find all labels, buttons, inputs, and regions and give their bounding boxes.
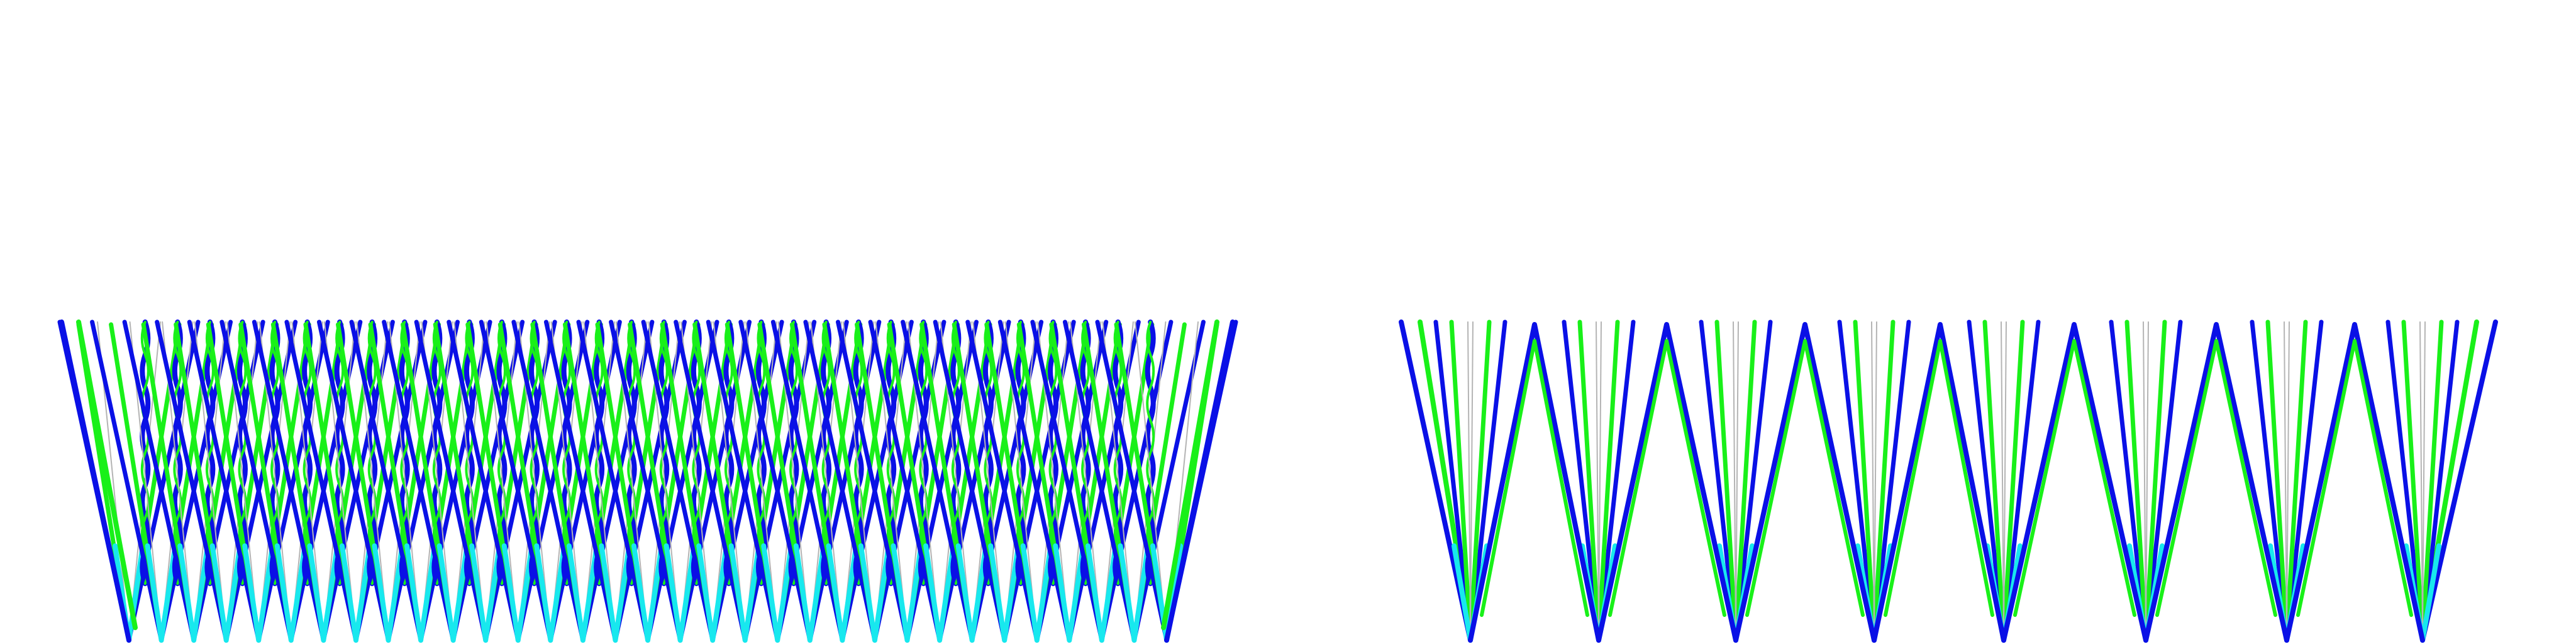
cyan-spike-tip xyxy=(599,543,632,643)
dense-spike-pattern xyxy=(57,319,1238,643)
blue-spike-stroke xyxy=(1433,319,1473,643)
cyan-spike-tip xyxy=(242,543,275,643)
blue-peak-stroke xyxy=(1733,322,1877,643)
blue-peak-stroke xyxy=(1872,322,2006,643)
cyan-spike-tip xyxy=(1085,543,1118,643)
cyan-spike-tip xyxy=(566,543,599,643)
green-spike-stroke xyxy=(1733,319,1757,643)
blue-spike-stroke xyxy=(1967,319,2006,643)
cyan-spike-tip xyxy=(826,543,859,643)
green-spike-stroke xyxy=(1853,319,1877,643)
cyan-spike-tip xyxy=(663,543,697,643)
green-peak-stroke xyxy=(2155,339,2277,617)
blue-peak-stroke xyxy=(1596,322,1738,643)
blue-spike-stroke xyxy=(2250,319,2289,643)
cyan-spike-tip xyxy=(534,543,567,643)
right-edge-blue xyxy=(1164,319,1235,643)
cyan-spike-tip xyxy=(339,543,372,643)
green-spike-stroke xyxy=(1468,319,1492,643)
green-wave-stroke xyxy=(1146,321,1155,585)
cyan-spike-tip xyxy=(1118,543,1151,643)
blue-spike-stroke xyxy=(2284,319,2324,643)
green-peak-stroke xyxy=(1480,339,1589,617)
green-spike-stroke xyxy=(1714,319,1738,643)
green-spike-stroke xyxy=(2420,319,2444,643)
green-spike-stroke xyxy=(2284,319,2308,643)
cyan-spike-tip xyxy=(728,543,762,643)
green-spike-stroke xyxy=(1982,319,2006,643)
green-spike-stroke xyxy=(2001,319,2025,643)
cyan-spike-tip xyxy=(469,543,502,643)
cyan-spike-tip xyxy=(631,543,664,643)
green-peak-stroke xyxy=(1745,339,1865,617)
green-spike-stroke xyxy=(2265,319,2289,643)
cyan-spike-tip xyxy=(1020,543,1053,643)
blue-spike-stroke xyxy=(2109,319,2148,643)
right-edge-green xyxy=(1161,319,1219,630)
blue-spike-stroke xyxy=(2420,319,2460,643)
cyan-spike-tip xyxy=(696,543,730,643)
blue-spike-stroke xyxy=(1872,319,1911,643)
sparse-spike-pattern xyxy=(1399,319,2498,643)
blue-peak-stroke xyxy=(1468,322,1601,643)
cyan-spike-tip xyxy=(307,543,340,643)
green-spike-stroke xyxy=(2143,319,2167,643)
cyan-spike-tip xyxy=(955,543,989,643)
cyan-spike-tip xyxy=(209,543,243,643)
cyan-spike-tip xyxy=(145,543,178,643)
blue-spike-stroke xyxy=(2001,319,2041,643)
blue-peak-stroke xyxy=(2001,322,2148,643)
left-edge-green xyxy=(76,319,138,630)
cyan-spike-tip xyxy=(988,543,1021,643)
cyan-spike-tip xyxy=(793,543,826,643)
cyan-spike-tip xyxy=(858,543,891,643)
cyan-spike-tip xyxy=(891,543,924,643)
blue-spike-stroke xyxy=(1596,319,1636,643)
cyan-spike-tip xyxy=(1053,543,1086,643)
blue-peak-stroke xyxy=(2284,322,2425,643)
blue-spike-stroke xyxy=(2385,319,2425,643)
cyan-spike-tip xyxy=(372,543,405,643)
blue-spike-stroke xyxy=(1699,319,1738,643)
blue-spike-stroke xyxy=(2143,319,2183,643)
green-peak-stroke xyxy=(1608,339,1726,617)
green-spike-stroke xyxy=(2124,319,2148,643)
cyan-spike-tip xyxy=(923,543,957,643)
cyan-spike-tip xyxy=(436,543,470,643)
cyan-spike-tip xyxy=(177,543,211,643)
blue-peak-stroke xyxy=(2143,322,2289,643)
green-spike-stroke xyxy=(2401,319,2425,643)
green-peak-stroke xyxy=(2013,339,2136,617)
cyan-spike-tip xyxy=(501,543,535,643)
blue-spike-stroke xyxy=(1468,319,1507,643)
green-spike-stroke xyxy=(1577,319,1601,643)
blue-spike-stroke xyxy=(1562,319,1601,643)
blue-spike-stroke xyxy=(1837,319,1877,643)
cyan-spike-tip xyxy=(761,543,794,643)
green-spike-stroke xyxy=(1872,319,1896,643)
blue-spike-stroke xyxy=(1733,319,1773,643)
green-spike-stroke xyxy=(1596,319,1620,643)
green-peak-stroke xyxy=(1884,339,1994,617)
green-peak-stroke xyxy=(2296,339,2413,617)
cyan-spike-tip xyxy=(274,543,308,643)
left-edge-blue xyxy=(59,319,131,643)
green-spike-stroke xyxy=(1449,319,1473,643)
cyan-spike-tip xyxy=(404,543,438,643)
panel-edge-right-blue xyxy=(2420,319,2498,643)
